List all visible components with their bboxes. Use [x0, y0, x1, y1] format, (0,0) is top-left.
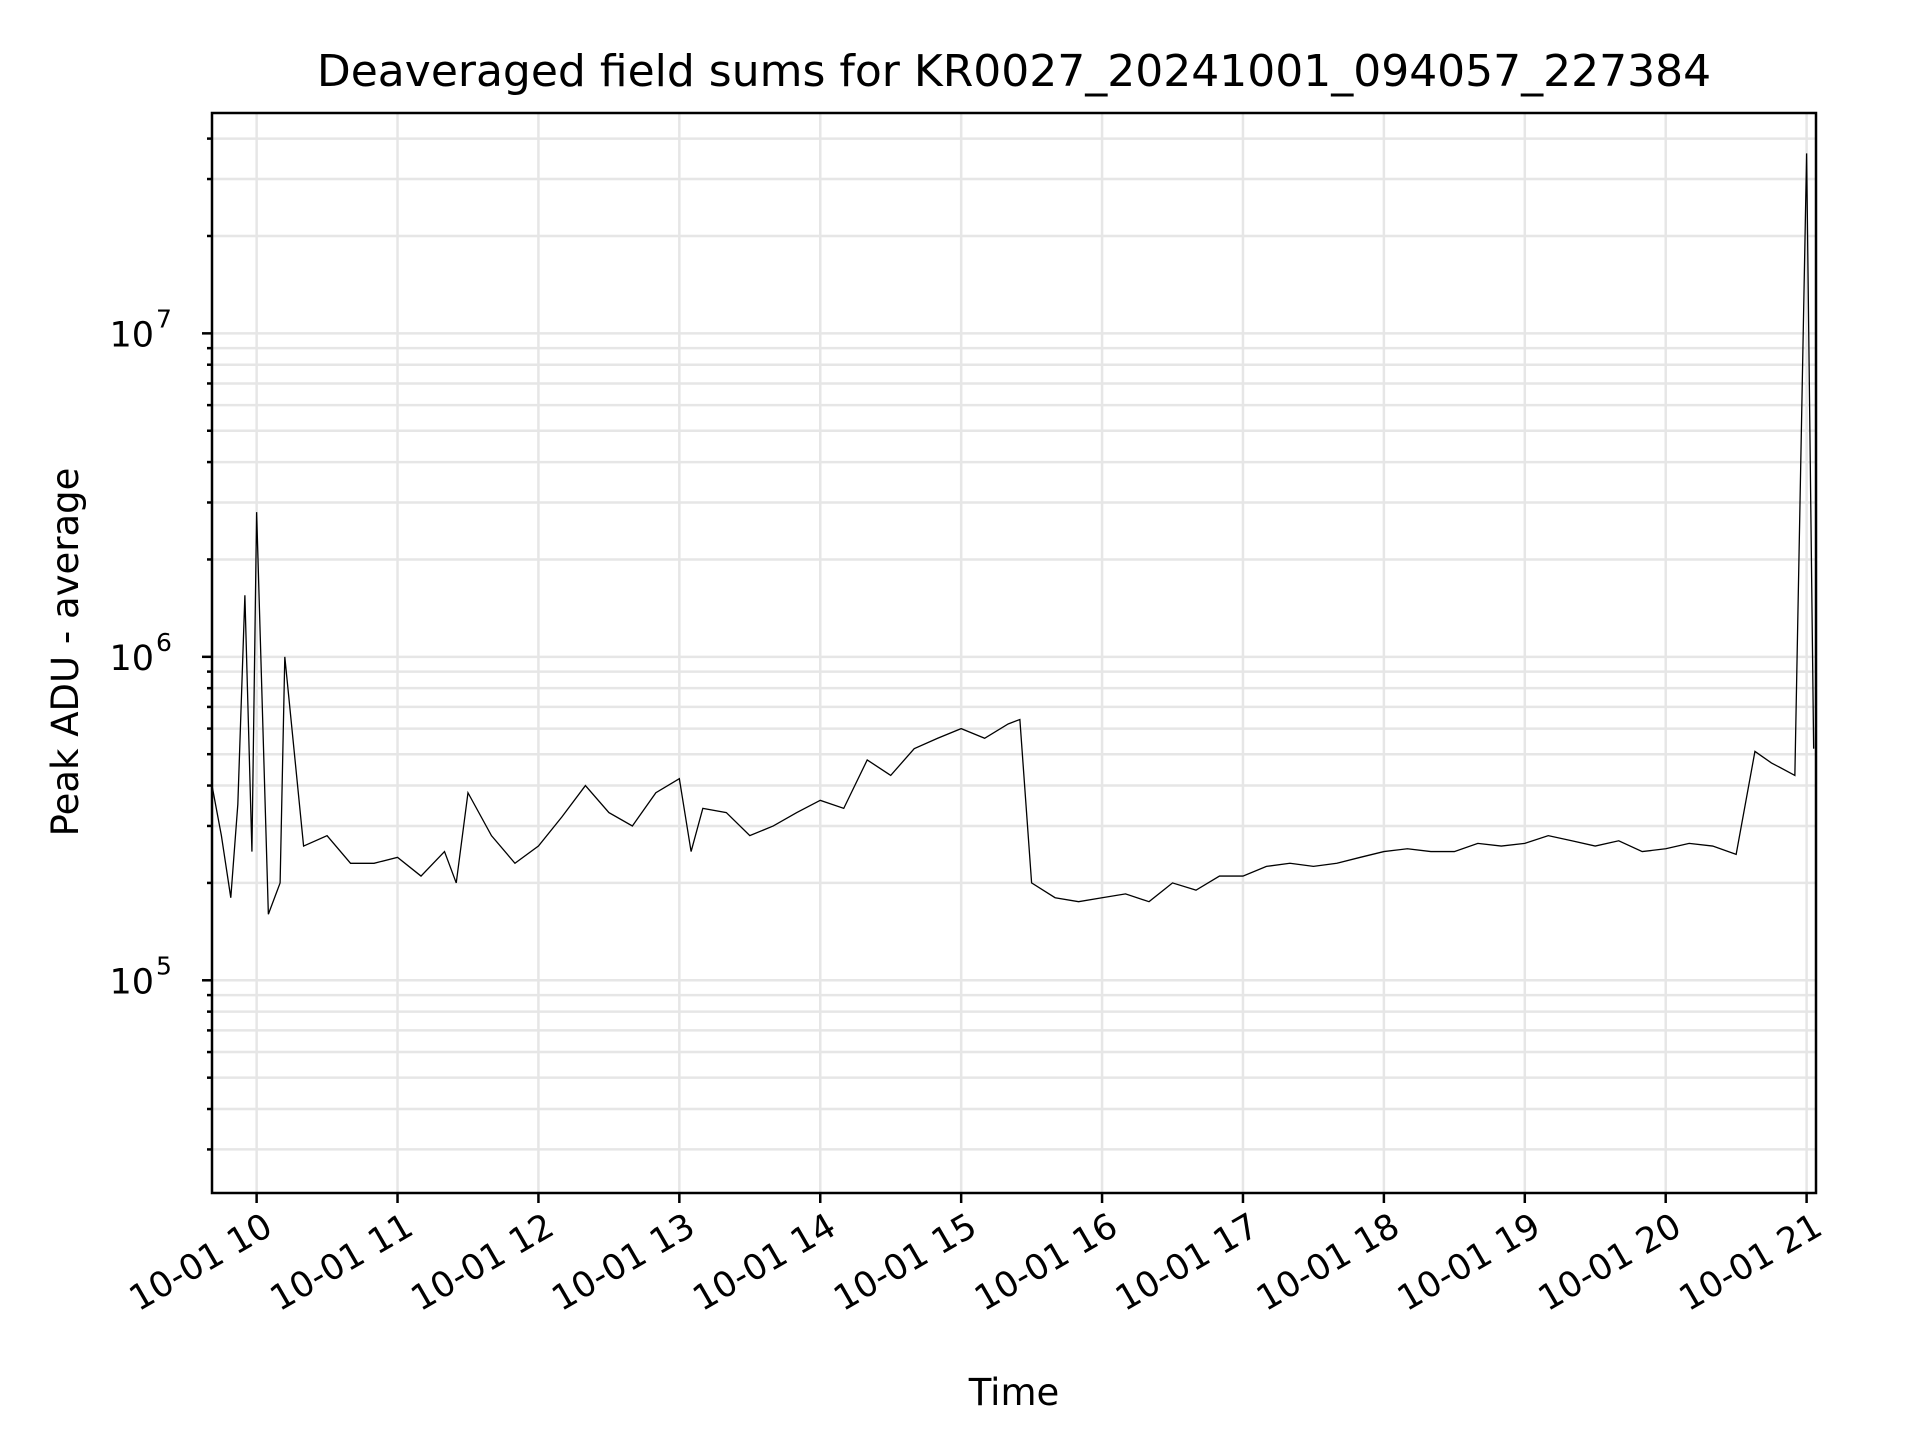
y-tick-label-base: 10	[109, 962, 154, 1002]
x-tick-label: 10-01 15	[827, 1206, 983, 1319]
x-tick-label: 10-01 13	[546, 1206, 702, 1319]
grid-lines	[212, 113, 1816, 1193]
x-tick-label: 10-01 12	[405, 1206, 561, 1319]
x-tick-label: 10-01 21	[1673, 1206, 1829, 1319]
series-layer	[211, 153, 1815, 915]
x-tick-label: 10-01 11	[264, 1206, 420, 1319]
y-tick-label-exponent: 7	[156, 304, 172, 333]
x-tick-label: 10-01 18	[1250, 1206, 1406, 1319]
y-tick-label-base: 10	[109, 639, 154, 679]
data-series-line	[211, 153, 1815, 915]
x-tick-label: 10-01 20	[1532, 1206, 1688, 1319]
x-tick-label: 10-01 14	[686, 1206, 842, 1319]
x-tick-label: 10-01 17	[1109, 1206, 1265, 1319]
y-tick-label-exponent: 5	[156, 951, 172, 980]
x-tick-label: 10-01 19	[1391, 1206, 1547, 1319]
y-tick-label-exponent: 6	[156, 628, 172, 657]
x-axis-label: Time	[968, 1371, 1060, 1414]
y-tick-label-base: 10	[109, 315, 154, 355]
y-axis-label: Peak ADU - average	[44, 468, 87, 837]
plot-frame	[210, 111, 1818, 1195]
x-tick-label: 10-01 10	[123, 1206, 279, 1319]
chart-title: Deaveraged field sums for KR0027_2024100…	[317, 46, 1711, 97]
x-tick-label: 10-01 16	[968, 1206, 1124, 1319]
